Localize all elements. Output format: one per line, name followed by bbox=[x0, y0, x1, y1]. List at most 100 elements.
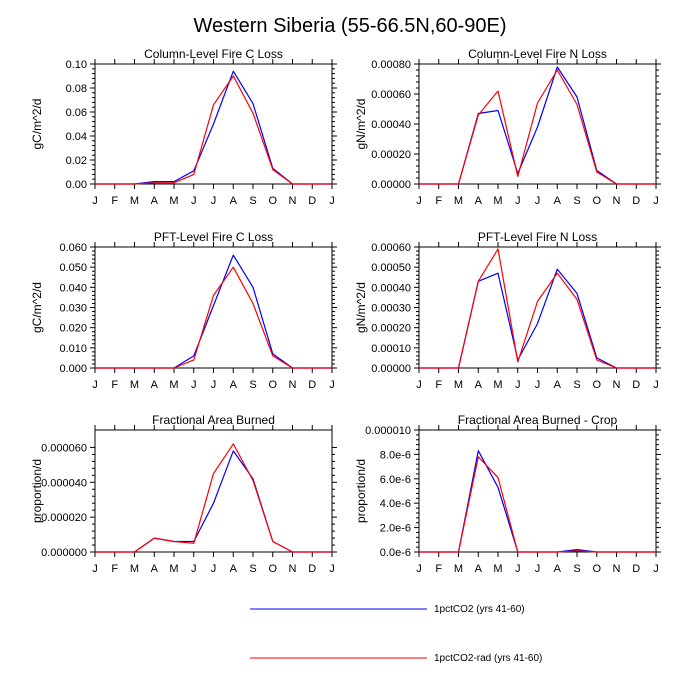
x-tick-label: J bbox=[535, 379, 541, 391]
x-tick-label: A bbox=[230, 195, 238, 207]
y-tick-label: 0.000060 bbox=[41, 442, 87, 454]
plot-frame bbox=[418, 429, 657, 553]
panel-title: PFT-Level Fire C Loss bbox=[154, 230, 273, 244]
x-tick-label: M bbox=[130, 379, 139, 391]
y-tick-label: 0.00000 bbox=[371, 363, 411, 375]
x-tick-label: N bbox=[289, 379, 297, 391]
x-tick-label: A bbox=[151, 563, 159, 575]
y-tick-label: 0.06 bbox=[66, 107, 87, 119]
x-tick-label: F bbox=[435, 563, 442, 575]
x-tick-label: F bbox=[111, 379, 118, 391]
series-line bbox=[419, 268, 656, 369]
x-tick-label: M bbox=[169, 563, 178, 575]
x-tick-label: M bbox=[169, 195, 178, 207]
series-line bbox=[95, 254, 332, 369]
x-tick-label: J bbox=[515, 379, 521, 391]
y-tick-label: 4.0e-6 bbox=[380, 498, 411, 510]
x-tick-label: F bbox=[111, 563, 118, 575]
series-line bbox=[419, 450, 656, 553]
panel-title: Fractional Area Burned - Crop bbox=[458, 413, 618, 427]
x-tick-label: J bbox=[416, 379, 422, 391]
chart-panel: Column-Level Fire C Loss gC/m^2/d 0.00 0.02… bbox=[30, 47, 337, 207]
x-tick-label: A bbox=[554, 563, 562, 575]
y-tick-label: 0.04 bbox=[66, 131, 87, 143]
y-tick-label: 0.00060 bbox=[371, 242, 411, 254]
x-tick-label: J bbox=[191, 379, 197, 391]
x-tick-label: J bbox=[329, 195, 335, 207]
legend-label: 1pctCO2 (yrs 41-60) bbox=[434, 604, 525, 615]
x-tick-label: S bbox=[249, 379, 256, 391]
y-tick-label: 0.040 bbox=[59, 282, 87, 294]
x-tick-label: A bbox=[151, 379, 159, 391]
x-tick-label: M bbox=[130, 563, 139, 575]
plot-frame bbox=[94, 429, 333, 553]
x-tick-label: N bbox=[289, 563, 297, 575]
x-tick-label: A bbox=[475, 195, 483, 207]
x-tick-label: O bbox=[592, 195, 601, 207]
chart-panel: PFT-Level Fire C Loss gC/m^2/d 0.000 0.010 0… bbox=[30, 230, 337, 391]
x-tick-label: O bbox=[592, 379, 601, 391]
y-tick-label: 0.030 bbox=[59, 303, 87, 315]
series-line bbox=[95, 450, 332, 553]
x-tick-label: J bbox=[329, 379, 335, 391]
x-tick-label: N bbox=[289, 195, 297, 207]
x-tick-label: D bbox=[308, 379, 316, 391]
x-tick-label: O bbox=[268, 195, 277, 207]
panel-title: Column-Level Fire N Loss bbox=[468, 47, 607, 61]
x-tick-label: J bbox=[329, 563, 335, 575]
x-tick-label: J bbox=[535, 563, 541, 575]
y-tick-label: 0.00 bbox=[66, 179, 87, 191]
x-tick-label: M bbox=[454, 563, 463, 575]
x-tick-label: J bbox=[92, 379, 98, 391]
x-tick-label: O bbox=[592, 563, 601, 575]
plot-frame bbox=[94, 246, 333, 369]
x-tick-label: M bbox=[454, 195, 463, 207]
x-tick-label: J bbox=[515, 563, 521, 575]
series-line bbox=[419, 66, 656, 185]
x-tick-label: M bbox=[130, 195, 139, 207]
y-tick-label: 0.00040 bbox=[371, 119, 411, 131]
chart-panel: Column-Level Fire N Loss gN/m^2/d 0.00000 0… bbox=[354, 47, 661, 207]
y-tick-label: 2.0e-6 bbox=[380, 523, 411, 535]
y-tick-label: 0.02 bbox=[66, 155, 87, 167]
y-tick-label: 0.10 bbox=[66, 59, 87, 71]
series-line bbox=[95, 70, 332, 185]
y-tick-label: 0.050 bbox=[59, 262, 87, 274]
panel-title: Fractional Area Burned bbox=[152, 413, 275, 427]
y-tick-label: 0.010 bbox=[59, 343, 87, 355]
x-tick-label: A bbox=[475, 379, 483, 391]
series-line bbox=[419, 248, 656, 369]
x-tick-label: S bbox=[249, 195, 256, 207]
x-tick-label: M bbox=[493, 195, 502, 207]
x-tick-label: O bbox=[268, 379, 277, 391]
y-tick-label: 0.00020 bbox=[371, 323, 411, 335]
y-axis-label: gN/m^2/d bbox=[354, 282, 368, 333]
x-tick-label: A bbox=[230, 563, 238, 575]
x-tick-label: J bbox=[416, 563, 422, 575]
chart-panel: PFT-Level Fire N Loss gN/m^2/d 0.00000 0.00… bbox=[354, 230, 661, 391]
legend-item: 1pctCO2 (yrs 41-60) bbox=[250, 604, 525, 615]
plot-frame bbox=[418, 63, 657, 185]
x-tick-label: N bbox=[613, 379, 621, 391]
series-line bbox=[95, 75, 332, 185]
x-tick-label: J bbox=[653, 195, 659, 207]
y-tick-label: 0.0e-6 bbox=[380, 547, 411, 559]
x-tick-label: J bbox=[191, 563, 197, 575]
y-tick-label: 0.00050 bbox=[371, 262, 411, 274]
x-tick-label: J bbox=[191, 195, 197, 207]
x-tick-label: M bbox=[493, 379, 502, 391]
series-line bbox=[419, 69, 656, 185]
x-tick-label: D bbox=[308, 195, 316, 207]
x-tick-label: J bbox=[211, 563, 217, 575]
x-tick-label: J bbox=[653, 379, 659, 391]
x-tick-label: J bbox=[535, 195, 541, 207]
y-tick-label: 0.08 bbox=[66, 83, 87, 95]
y-tick-label: 0.00020 bbox=[371, 149, 411, 161]
x-tick-label: J bbox=[515, 195, 521, 207]
y-axis-label: gN/m^2/d bbox=[354, 99, 368, 150]
x-tick-label: F bbox=[111, 195, 118, 207]
x-tick-label: A bbox=[230, 379, 238, 391]
y-tick-label: 0.00030 bbox=[371, 303, 411, 315]
x-tick-label: D bbox=[632, 195, 640, 207]
